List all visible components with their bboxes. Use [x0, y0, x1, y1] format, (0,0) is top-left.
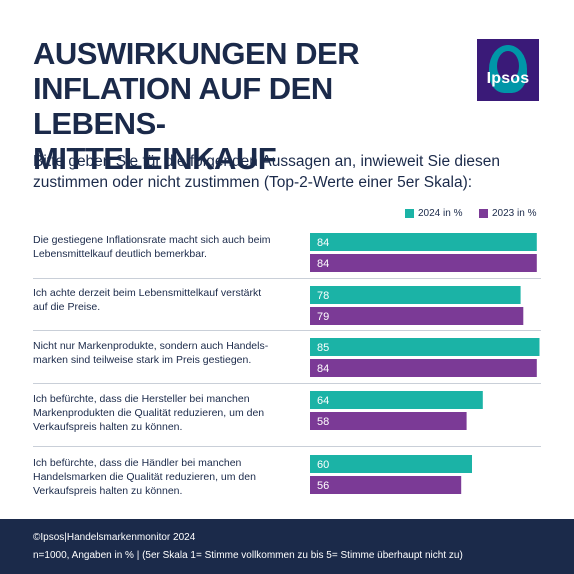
bar-value-label: 84: [317, 237, 329, 249]
category-label: Ich achte derzeit beim Lebensmittelkauf …: [33, 286, 293, 314]
bar-value-label: 84: [317, 363, 329, 375]
title-line: AUSWIRKUNGEN DER: [33, 36, 360, 71]
bar-2023: [310, 412, 467, 430]
bar-value-label: 78: [317, 290, 329, 302]
bar-value-label: 79: [317, 311, 329, 323]
subtitle-line: zustimmen oder nicht zustimmen (Top-2-We…: [33, 174, 473, 191]
title-line: INFLATION AUF DEN LEBENS-: [33, 71, 333, 141]
row-separator: [33, 330, 541, 331]
category-label: Ich befürchte, dass die Händler bei manc…: [33, 456, 293, 498]
row-separator: [33, 446, 541, 447]
bar-2024: [310, 338, 540, 356]
footer-source: ©Ipsos|Handelsmarkenmonitor 2024: [33, 532, 196, 543]
bar-2024: [310, 391, 483, 409]
category-label-line: Verkaufspreis halten zu können.: [33, 421, 183, 433]
legend-swatch-2023: [479, 209, 488, 218]
category-label-line: Verkaufspreis halten zu können.: [33, 485, 183, 497]
category-label-line: Ich achte derzeit beim Lebensmittelkauf …: [33, 287, 262, 299]
category-label-line: Lebensmittelkauf deutlich bemerkbar.: [33, 248, 207, 260]
category-label-line: auf die Preise.: [33, 301, 101, 313]
row-separator: [33, 278, 541, 279]
category-label-line: marken sind teilweise stark im Preis ges…: [33, 354, 252, 366]
bar-value-label: 84: [317, 258, 329, 270]
category-label-line: Nicht nur Markenprodukte, sondern auch H…: [33, 340, 269, 352]
footer-note: n=1000, Angaben in % | (5er Skala 1= Sti…: [33, 550, 463, 561]
bar-value-label: 60: [317, 459, 329, 471]
bar-value-label: 85: [317, 342, 329, 354]
legend-label-2024: 2024 in %: [418, 208, 463, 219]
bar-2023: [310, 359, 537, 377]
category-label: Die gestiegene Inflationsrate macht sich…: [33, 233, 293, 261]
category-label-line: Ich befürchte, dass die Händler bei manc…: [33, 457, 242, 469]
footer: ©Ipsos|Handelsmarkenmonitor 2024 n=1000,…: [0, 519, 574, 574]
legend-swatch-2024: [405, 209, 414, 218]
category-label-line: Markenprodukten die Qualität reduzieren,…: [33, 407, 265, 419]
bar-2024: [310, 233, 537, 251]
bar-value-label: 58: [317, 416, 329, 428]
legend-label-2023: 2023 in %: [492, 208, 537, 219]
title-line: MITTELEINKAUF: [33, 141, 277, 176]
row-separator: [33, 383, 541, 384]
bar-2024: [310, 286, 521, 304]
category-label: Ich befürchte, dass die Hersteller bei m…: [33, 392, 293, 434]
bar-2024: [310, 455, 472, 473]
chart-subtitle: Bitte geben Sie für die folgenden Aussag…: [33, 151, 553, 193]
bar-value-label: 56: [317, 480, 329, 492]
logo-head-inner-shape: [497, 51, 519, 81]
logo-text: Ipsos: [486, 70, 530, 87]
ipsos-logo: Ipsos: [477, 39, 539, 101]
category-label-line: Handelsmarken die Qualität reduzieren, u…: [33, 471, 256, 483]
category-label: Nicht nur Markenprodukte, sondern auch H…: [33, 339, 293, 367]
bar-2023: [310, 254, 537, 272]
bar-2023: [310, 476, 462, 494]
bar-2023: [310, 307, 524, 325]
category-label-line: Ich befürchte, dass die Hersteller bei m…: [33, 393, 250, 405]
subtitle-line: Bitte geben Sie für die folgenden Aussag…: [33, 153, 501, 170]
bar-value-label: 64: [317, 395, 329, 407]
category-label-line: Die gestiegene Inflationsrate macht sich…: [33, 234, 271, 246]
chart-title: AUSWIRKUNGEN DER INFLATION AUF DEN LEBEN…: [33, 36, 463, 176]
